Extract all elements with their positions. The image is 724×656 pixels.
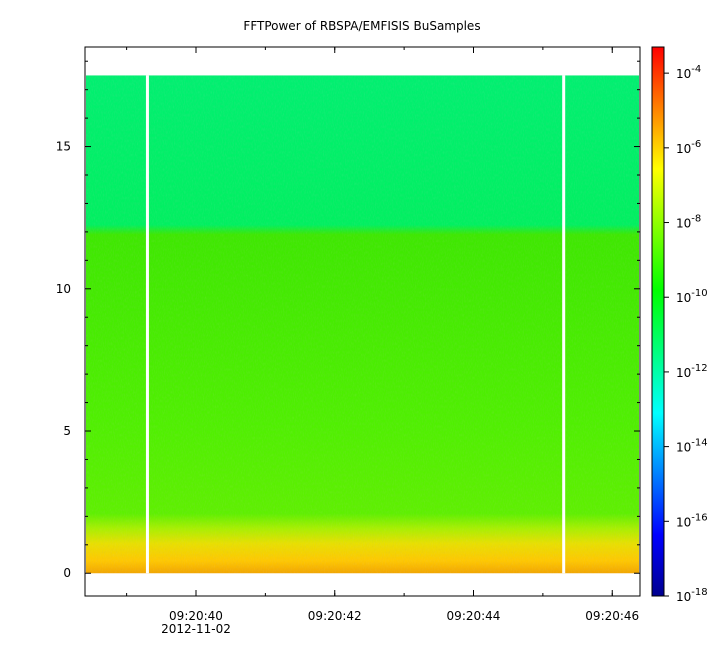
chart-title: FFTPower of RBSPA/EMFISIS BuSamples (243, 19, 480, 33)
colorbar-tick-label: 10-16 (676, 512, 708, 529)
spectrogram-texture (86, 75, 639, 574)
colorbar-tick-label: 10-10 (676, 288, 708, 305)
colorbar-tick-label: 10-8 (676, 214, 701, 231)
x-tick-date: 2012-11-02 (161, 622, 231, 636)
colorbar-tick-label: 10-14 (676, 438, 708, 455)
y-tick-label: 10 (56, 282, 71, 296)
x-tick-label: 09:20:44 (447, 609, 501, 623)
y-tick-label: 0 (63, 566, 71, 580)
x-tick-label: 09:20:40 (169, 609, 223, 623)
x-tick-label: 09:20:46 (585, 609, 639, 623)
colorbar (651, 46, 665, 597)
data-gap (145, 75, 149, 574)
y-tick-label: 5 (63, 424, 71, 438)
data-gap (562, 75, 566, 574)
colorbar-tick-label: 10-18 (676, 587, 708, 604)
colorbar-tick-label: 10-4 (676, 64, 701, 81)
x-tick-label: 09:20:42 (308, 609, 362, 623)
y-tick-label: 15 (56, 140, 71, 154)
colorbar-tick-label: 10-12 (676, 363, 708, 380)
colorbar-tick-label: 10-6 (676, 139, 701, 156)
